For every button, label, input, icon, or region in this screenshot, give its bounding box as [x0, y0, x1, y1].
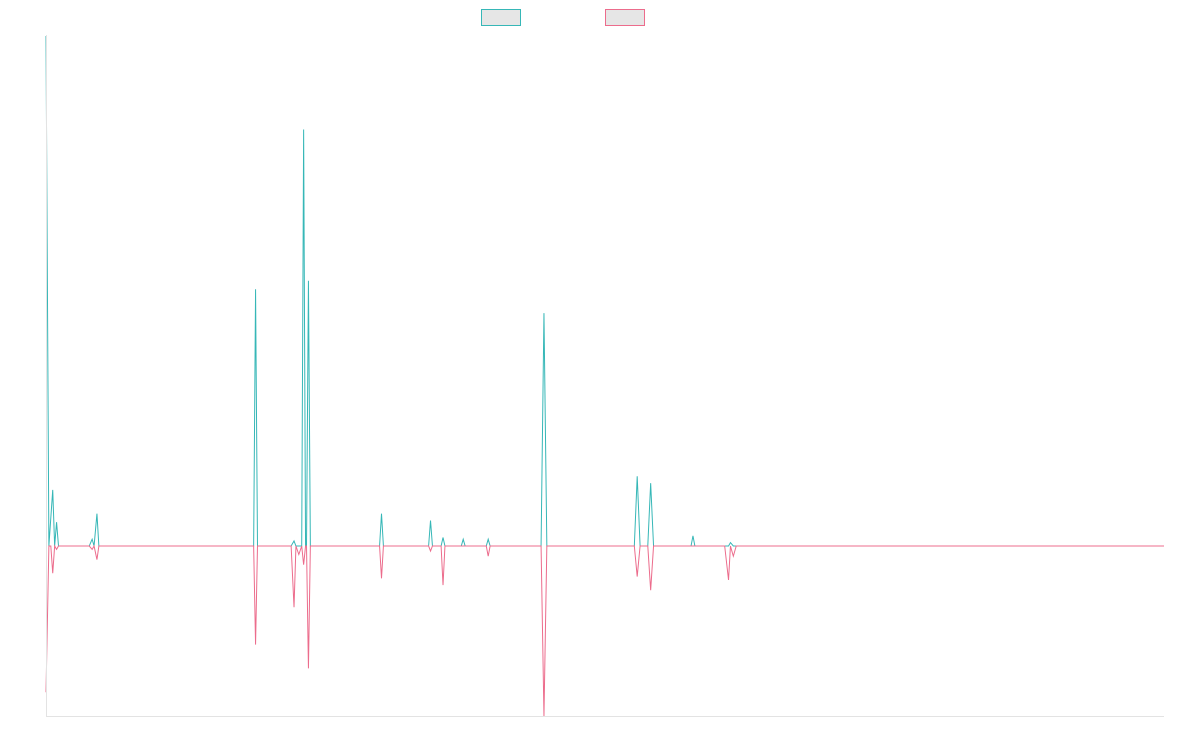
axis-layer	[46, 35, 1164, 717]
legend-swatch-series-1[interactable]	[481, 9, 521, 26]
series-line-2	[45, 544, 1164, 717]
series-line-1	[45, 35, 1164, 547]
legend	[481, 9, 645, 26]
legend-swatch-series-2[interactable]	[605, 9, 645, 26]
series-layer	[45, 35, 1164, 717]
